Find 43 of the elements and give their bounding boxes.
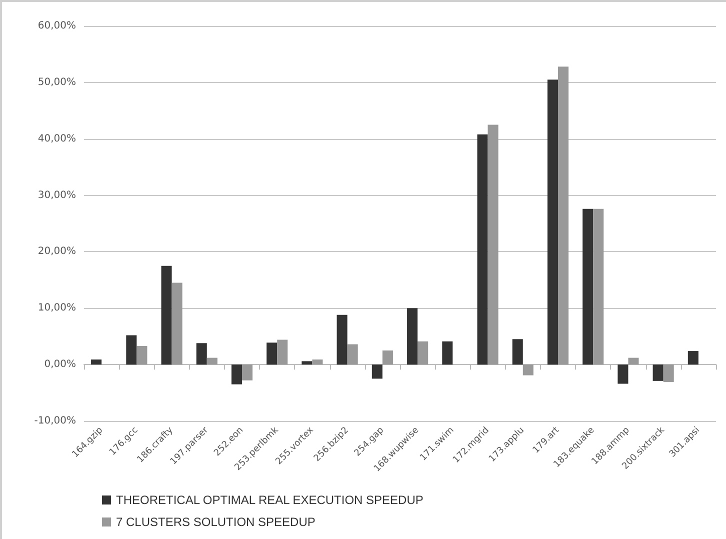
bar [312,359,323,365]
bar [161,266,172,365]
bar [91,359,102,365]
y-tick-label: 50,00% [38,76,76,88]
bar [206,358,218,365]
y-tick-label: 60,00% [38,20,76,32]
bar [136,346,148,365]
bar [172,282,182,365]
bar [547,80,558,365]
bar [126,335,137,365]
y-tick-label: -10,00% [34,416,76,426]
bar [663,364,674,382]
bar [336,314,348,365]
bar [628,358,639,365]
bar [266,342,278,365]
legend-label: 7 CLUSTERS SOLUTION SPEEDUP [116,515,316,529]
legend-label: THEORETICAL OPTIMAL REAL EXECUTION SPEEDUP [116,493,424,507]
bar [558,66,569,365]
bar [277,340,288,365]
y-tick-label: 10,00% [38,302,76,314]
bar [242,364,253,380]
bar [488,124,498,365]
y-tick-label: 20,00% [38,246,76,258]
bar [477,134,488,365]
bar [522,364,534,376]
bar [618,364,628,384]
bar [582,208,594,365]
bar [372,364,382,379]
bar [418,341,428,365]
bar [688,351,698,365]
bar [302,361,312,365]
bar [347,344,358,365]
bar [407,308,418,365]
bar [442,341,453,365]
bar [593,208,604,365]
y-tick-label: 30,00% [38,190,76,201]
y-tick-label: 0,00% [44,359,76,370]
bar [652,364,664,381]
bar [512,339,523,365]
bar [196,343,207,365]
bar [231,364,242,384]
y-tick-label: 40,00% [38,133,76,144]
bar [382,350,393,365]
